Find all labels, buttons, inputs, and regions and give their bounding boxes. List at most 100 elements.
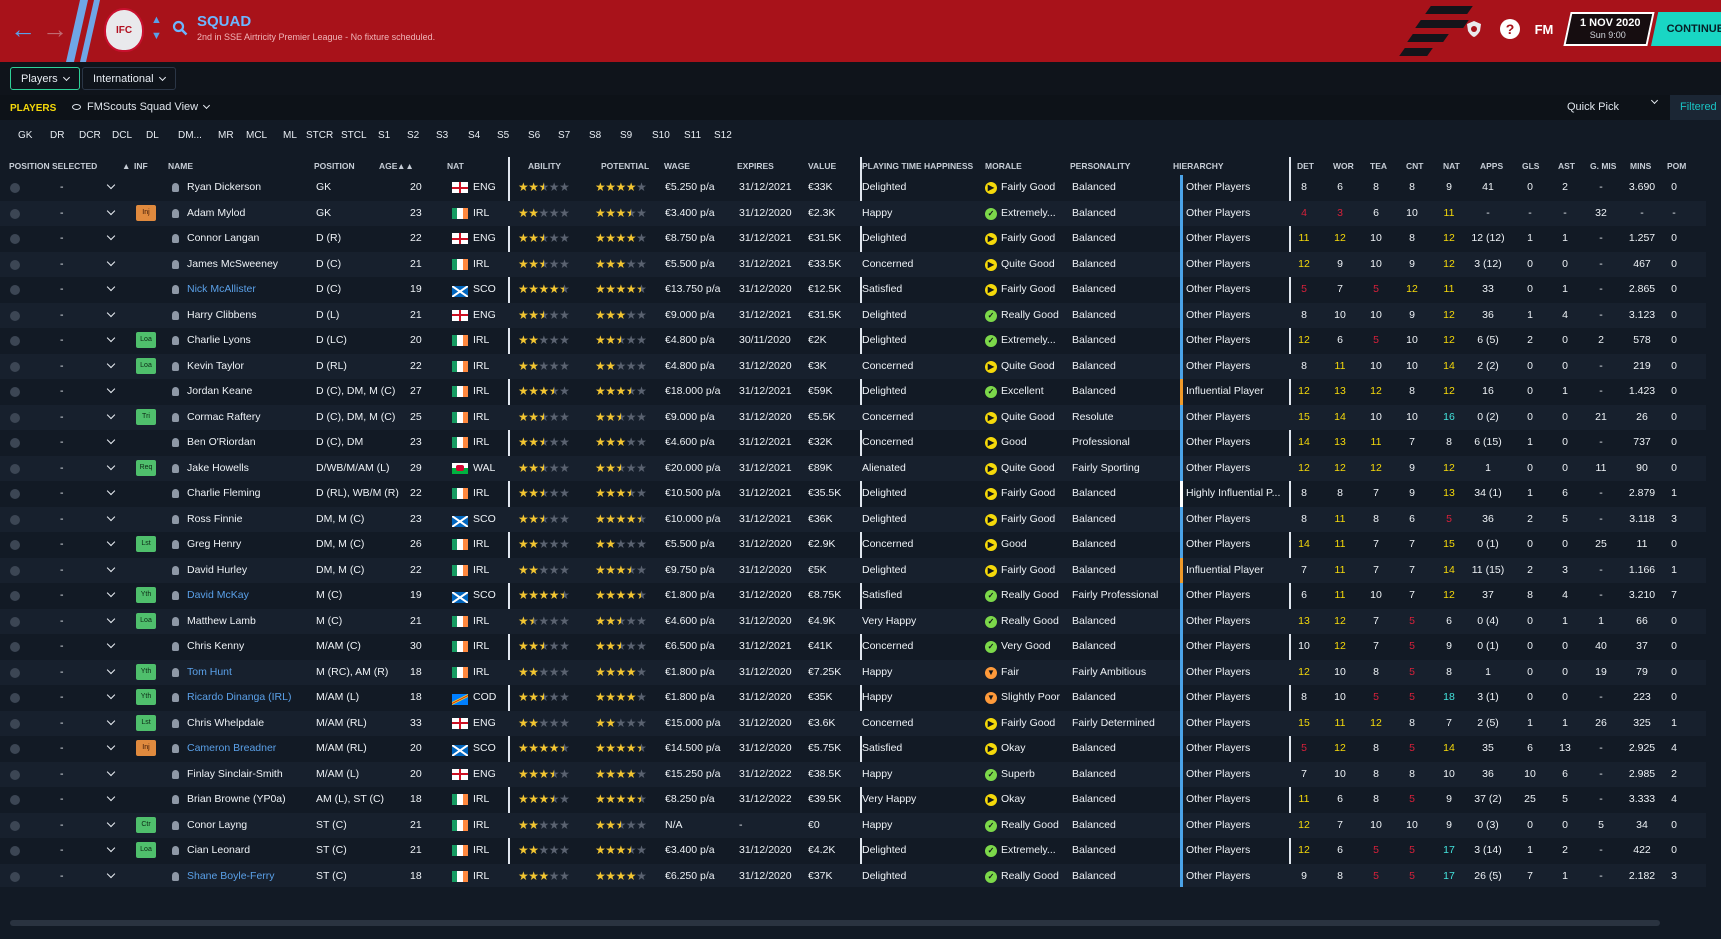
column-header[interactable]: APPS <box>1480 161 1504 171</box>
chevron-down-icon[interactable] <box>106 257 116 266</box>
filtered-button[interactable]: Filtered <box>1670 95 1721 120</box>
position-filter-button[interactable]: S4 <box>468 130 481 141</box>
international-dropdown[interactable]: International <box>82 67 176 90</box>
position-filter-button[interactable]: MCL <box>246 130 268 141</box>
column-header[interactable]: POM <box>1667 161 1687 171</box>
chevron-down-icon[interactable] <box>106 384 116 394</box>
selection-dot-icon[interactable] <box>10 463 20 474</box>
selection-dot-icon[interactable] <box>10 259 20 270</box>
chevron-down-icon[interactable] <box>106 282 116 292</box>
chevron-down-icon[interactable] <box>106 563 116 572</box>
table-row[interactable]: - Req Jake Howells D/WB/M/AM (L) 29 WAL ★★★★★ ★… <box>0 455 1706 481</box>
selection-dot-icon[interactable] <box>10 412 20 423</box>
continue-button[interactable]: CONTINUE <box>1651 12 1721 46</box>
position-filter-button[interactable]: S5 <box>497 130 510 141</box>
position-filter-button[interactable]: S6 <box>528 130 541 141</box>
fm-logo[interactable]: FM <box>1534 21 1554 37</box>
player-name[interactable]: Chris Whelpdale <box>187 716 265 729</box>
column-header[interactable]: NAT <box>447 161 464 171</box>
club-switch-arrows-icon[interactable]: ▲ ▼ <box>151 14 162 42</box>
chevron-down-icon[interactable] <box>106 869 116 878</box>
club-vision-icon[interactable] <box>1464 19 1484 39</box>
chevron-down-icon[interactable] <box>106 818 116 827</box>
column-header[interactable]: DET <box>1297 161 1314 171</box>
column-header[interactable]: NAT <box>1443 161 1460 171</box>
selection-dot-icon[interactable] <box>10 438 20 448</box>
column-header[interactable]: POSITION <box>314 161 355 171</box>
selection-dot-icon[interactable] <box>10 310 20 321</box>
chevron-down-icon[interactable] <box>106 461 116 470</box>
position-filter-button[interactable]: STCR <box>306 130 334 141</box>
column-header[interactable]: GLS <box>1522 161 1540 171</box>
player-name[interactable]: Ross Finnie <box>187 512 243 525</box>
table-row[interactable]: - Inj Adam Mylod GK 23 IRL ★★★★★ ★★★★★ €3.400 p/… <box>0 200 1706 226</box>
selection-dot-icon[interactable] <box>10 795 20 805</box>
position-filter-button[interactable]: S11 <box>684 130 702 141</box>
column-header[interactable]: EXPIRES <box>737 161 774 171</box>
table-row[interactable]: - David Hurley DM, M (C) 22 IRL ★★★★★ ★★★★★ €9.… <box>0 557 1706 583</box>
player-name[interactable]: Shane Boyle-Ferry <box>187 869 275 882</box>
player-name[interactable]: Greg Henry <box>187 538 242 550</box>
column-header[interactable]: PLAYING TIME HAPPINESS <box>862 161 974 171</box>
player-name[interactable]: Nick McAllister <box>187 283 256 295</box>
selection-dot-icon[interactable] <box>10 820 20 831</box>
table-row[interactable]: - Brian Browne (YP0a) AM (L), ST (C) 18 IRL ★… <box>0 787 1706 813</box>
table-row[interactable]: - Ben O'Riordan D (C), DM 23 IRL ★★★★★ ★★★★★ €4… <box>0 430 1706 456</box>
player-name[interactable]: Matthew Lamb <box>187 614 256 627</box>
view-selector[interactable]: FMScouts Squad View <box>72 101 211 113</box>
player-name[interactable]: Adam Mylod <box>187 206 246 219</box>
player-name[interactable]: James McSweeney <box>187 257 279 270</box>
chevron-down-icon[interactable] <box>106 843 116 853</box>
chevron-down-icon[interactable] <box>106 410 116 419</box>
column-header[interactable]: PERSONALITY <box>1070 161 1131 171</box>
selection-dot-icon[interactable] <box>10 540 20 550</box>
player-name[interactable]: Ricardo Dinanga (IRL) <box>187 691 292 703</box>
chevron-down-icon[interactable] <box>106 639 116 649</box>
table-row[interactable]: - Ctr Conor Layng ST (C) 21 IRL ★★★★★ ★★★★★ N/A -… <box>0 812 1706 838</box>
table-row[interactable]: - James McSweeney D (C) 21 IRL ★★★★★ ★★★★★ €5.5… <box>0 251 1706 277</box>
column-header[interactable]: ABILITY <box>528 161 562 171</box>
player-name[interactable]: David McKay <box>187 589 249 601</box>
table-row[interactable]: - Loa Kevin Taylor D (RL) 22 IRL ★★★★★ ★★★★★ €4.… <box>0 353 1706 379</box>
chevron-down-icon[interactable] <box>106 588 116 598</box>
player-name[interactable]: Cian Leonard <box>187 844 251 856</box>
position-filter-button[interactable]: S2 <box>407 130 420 141</box>
table-row[interactable]: - Jordan Keane D (C), DM, M (C) 27 IRL ★★★★★ ★… <box>0 379 1706 405</box>
forward-arrow-icon[interactable]: → <box>42 14 68 44</box>
selection-dot-icon[interactable] <box>10 489 20 499</box>
selection-dot-icon[interactable] <box>10 336 20 346</box>
player-name[interactable]: Conor Layng <box>187 818 248 831</box>
table-row[interactable]: - Chris Kenny M/AM (C) 30 IRL ★★★★★ ★★★★★ €6.50… <box>0 634 1706 660</box>
column-header[interactable]: NAME <box>168 161 194 171</box>
help-icon[interactable]: ? <box>1500 19 1520 39</box>
player-name[interactable]: Jordan Keane <box>187 385 253 397</box>
player-name[interactable]: Ryan Dickerson <box>187 181 262 193</box>
selection-dot-icon[interactable] <box>10 591 20 601</box>
position-filter-button[interactable]: DM... <box>178 130 202 141</box>
column-header[interactable]: VALUE <box>808 161 837 171</box>
club-crest[interactable]: IFC <box>104 8 144 52</box>
table-row[interactable]: - Yth David McKay M (C) 19 SCO ★★★★★ ★★★★★ €1.80… <box>0 583 1706 609</box>
table-row[interactable]: - Yth Ricardo Dinanga (IRL) M/AM (L) 18 COD ★★… <box>0 685 1706 711</box>
selection-dot-icon[interactable] <box>10 361 20 372</box>
table-row[interactable]: - Lst Greg Henry DM, M (C) 26 IRL ★★★★★ ★★★★★ €5… <box>0 532 1706 558</box>
table-row[interactable]: - Inj Cameron Breadner M/AM (RL) 20 SCO ★★★★★ ★… <box>0 736 1706 762</box>
selection-dot-icon[interactable] <box>10 693 20 703</box>
player-name[interactable]: Connor Langan <box>187 232 260 244</box>
chevron-down-icon[interactable] <box>106 333 116 343</box>
chevron-down-icon[interactable] <box>106 614 116 623</box>
selection-dot-icon[interactable] <box>10 616 20 627</box>
position-filter-button[interactable]: ML <box>283 130 297 141</box>
selection-dot-icon[interactable] <box>10 514 20 525</box>
selection-dot-icon[interactable] <box>10 285 20 295</box>
chevron-down-icon[interactable] <box>106 359 116 368</box>
position-filter-button[interactable]: DL <box>146 130 159 141</box>
position-filter-button[interactable]: S9 <box>620 130 633 141</box>
table-row[interactable]: - Finlay Sinclair-Smith M/AM (L) 20 ENG ★★★★★… <box>0 761 1706 787</box>
chevron-down-icon[interactable] <box>106 716 116 725</box>
chevron-down-icon[interactable] <box>106 180 116 190</box>
position-filter-button[interactable]: S8 <box>589 130 602 141</box>
column-header[interactable]: HIERARCHY <box>1173 161 1224 171</box>
chevron-down-icon[interactable] <box>106 512 116 521</box>
selection-dot-icon[interactable] <box>10 642 20 652</box>
